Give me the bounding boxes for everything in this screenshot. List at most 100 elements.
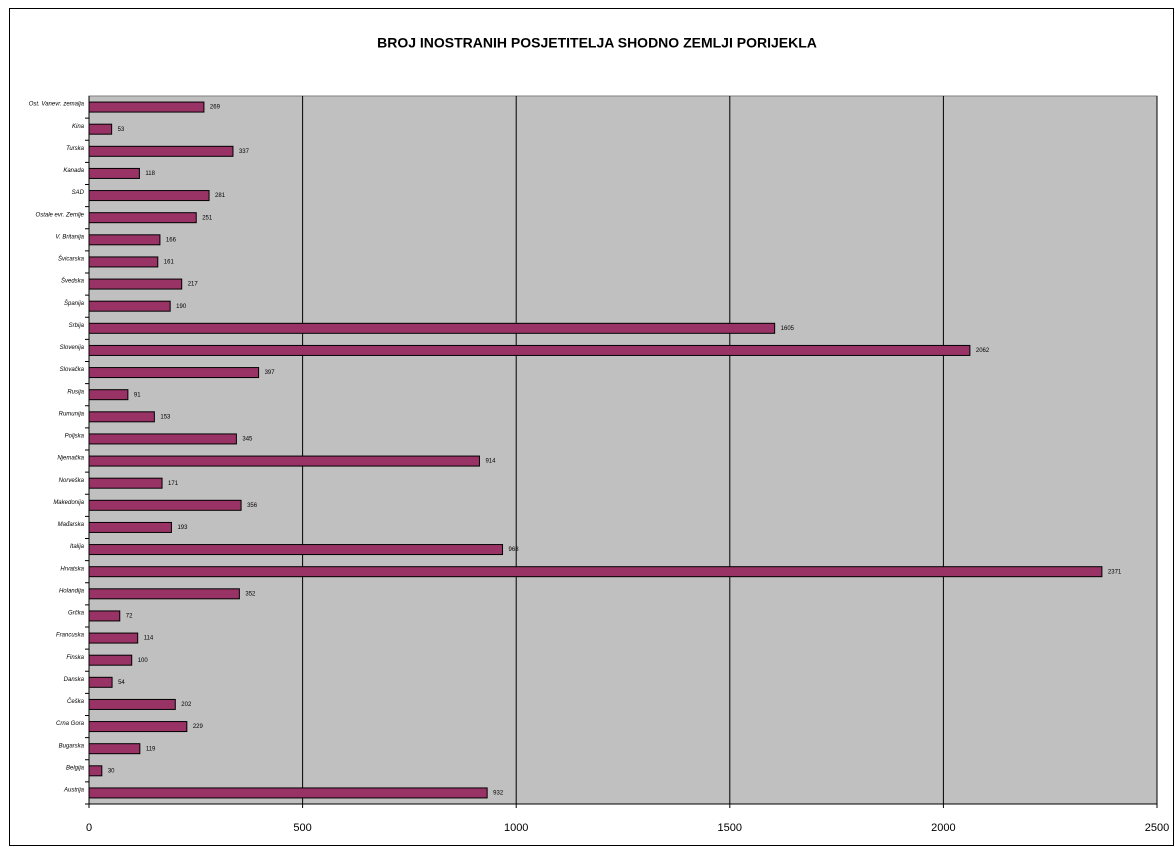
bar bbox=[88, 632, 139, 644]
value-label: 251 bbox=[202, 215, 213, 221]
bar bbox=[88, 544, 504, 556]
y-tick-label: Danska bbox=[64, 677, 85, 683]
bar bbox=[88, 787, 488, 799]
value-label: 100 bbox=[138, 658, 149, 664]
value-label: 171 bbox=[168, 481, 179, 487]
value-label: 914 bbox=[485, 459, 496, 465]
y-tick-label: Turska bbox=[66, 146, 85, 152]
y-tick-label: Makedonija bbox=[53, 500, 84, 506]
y-tick-label: V. Britanija bbox=[55, 234, 84, 240]
bar bbox=[88, 234, 161, 246]
y-tick-label: Belgija bbox=[66, 765, 85, 771]
bar bbox=[88, 322, 776, 334]
bar bbox=[88, 256, 159, 268]
value-label: 968 bbox=[509, 547, 520, 553]
value-label: 397 bbox=[265, 370, 276, 376]
value-label: 356 bbox=[247, 503, 258, 509]
bar bbox=[88, 765, 103, 777]
y-tick-label: Ost. Vanevr. zemalja bbox=[29, 102, 85, 108]
x-tick-label: 500 bbox=[293, 822, 311, 834]
y-tick-label: SAD bbox=[72, 190, 85, 196]
plot-area bbox=[88, 95, 1158, 805]
bar bbox=[88, 344, 971, 356]
y-tick-label: Bugarska bbox=[59, 743, 85, 749]
y-tick-label: Rusija bbox=[67, 389, 84, 395]
y-tick-label: Kina bbox=[72, 124, 85, 130]
x-tick-label: 1500 bbox=[718, 822, 742, 834]
y-tick-label: Slovenija bbox=[60, 345, 85, 351]
bar bbox=[88, 676, 113, 688]
x-tick-label: 0 bbox=[86, 822, 92, 834]
value-label: 352 bbox=[245, 591, 256, 597]
value-label: 1605 bbox=[781, 326, 795, 332]
y-tick-label: Slovačka bbox=[60, 367, 85, 373]
bar bbox=[88, 212, 197, 224]
value-label: 337 bbox=[239, 149, 250, 155]
bar bbox=[88, 300, 171, 312]
value-label: 229 bbox=[193, 724, 204, 730]
value-label: 119 bbox=[146, 746, 156, 752]
x-tick-label: 2500 bbox=[1145, 822, 1169, 834]
value-label: 193 bbox=[177, 525, 188, 531]
bar bbox=[88, 654, 133, 666]
value-label: 114 bbox=[144, 636, 154, 642]
bar bbox=[88, 278, 183, 290]
y-tick-label: Crna Gora bbox=[56, 721, 85, 727]
y-tick-label: Italija bbox=[70, 544, 85, 550]
bar bbox=[88, 455, 480, 467]
y-tick-label: Poljska bbox=[65, 434, 85, 440]
value-label: 53 bbox=[118, 127, 125, 133]
y-tick-label: Češka bbox=[67, 698, 85, 705]
y-tick-label: Rumunija bbox=[59, 411, 85, 417]
y-tick-label: Finska bbox=[66, 655, 84, 661]
y-tick-label: Španija bbox=[64, 300, 85, 307]
y-tick-label: Njemačka bbox=[57, 456, 84, 462]
y-tick-label: Austrija bbox=[63, 788, 85, 794]
value-label: 118 bbox=[145, 171, 155, 177]
bar bbox=[88, 101, 205, 113]
bar bbox=[88, 367, 260, 379]
y-tick-label: Švedska bbox=[61, 278, 85, 285]
bar bbox=[88, 477, 163, 489]
value-label: 54 bbox=[118, 680, 125, 686]
value-label: 269 bbox=[210, 105, 221, 111]
y-tick-label: Francuska bbox=[56, 633, 85, 639]
bar bbox=[88, 433, 237, 445]
chart-title: BROJ INOSTRANIH POSJETITELJA SHODNO ZEML… bbox=[377, 35, 817, 51]
value-label: 190 bbox=[176, 304, 187, 310]
value-label: 2371 bbox=[1108, 569, 1122, 575]
value-label: 91 bbox=[134, 392, 141, 398]
x-tick-label: 2000 bbox=[931, 822, 955, 834]
value-label: 166 bbox=[166, 237, 177, 243]
value-label: 153 bbox=[160, 414, 171, 420]
value-label: 217 bbox=[188, 282, 199, 288]
value-label: 161 bbox=[164, 260, 175, 266]
bar bbox=[88, 411, 155, 423]
value-label: 932 bbox=[493, 791, 504, 797]
bar bbox=[88, 499, 242, 511]
bar bbox=[88, 145, 234, 157]
y-tick-label: Švicarska bbox=[58, 256, 85, 263]
bar bbox=[88, 167, 140, 179]
bar bbox=[88, 610, 121, 622]
bar bbox=[88, 190, 210, 202]
bar bbox=[88, 566, 1103, 578]
x-tick-label: 1000 bbox=[504, 822, 528, 834]
value-label: 281 bbox=[215, 193, 226, 199]
y-tick-label: Srbija bbox=[69, 323, 85, 329]
y-tick-label: Holandija bbox=[59, 588, 85, 594]
bar bbox=[88, 123, 113, 135]
y-tick-label: Mađarska bbox=[58, 522, 85, 528]
value-label: 72 bbox=[126, 614, 133, 620]
y-tick-label: Kanada bbox=[63, 168, 84, 174]
bar bbox=[88, 743, 141, 755]
value-label: 202 bbox=[181, 702, 192, 708]
bar bbox=[88, 521, 172, 533]
value-label: 345 bbox=[242, 437, 253, 443]
bar bbox=[88, 588, 240, 600]
value-label: 30 bbox=[108, 768, 115, 774]
y-tick-label: Ostale evr. Zemlje bbox=[36, 212, 85, 218]
bar bbox=[88, 389, 129, 401]
y-tick-label: Hrvatska bbox=[60, 566, 84, 572]
